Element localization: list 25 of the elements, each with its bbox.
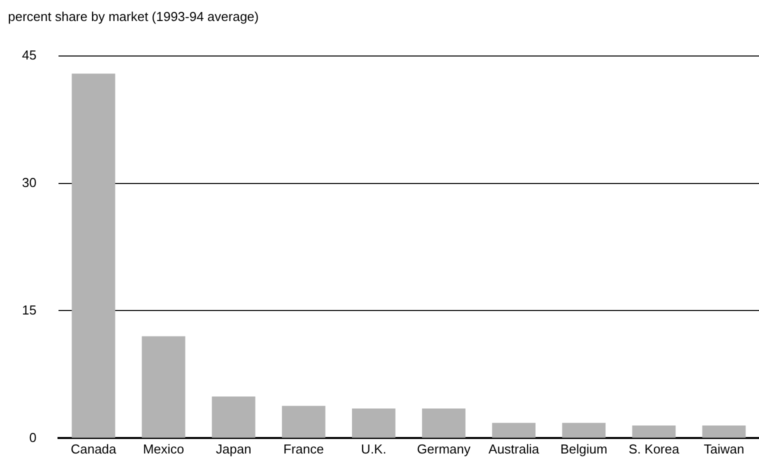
x-tick-label: Belgium — [560, 442, 608, 457]
bar — [352, 408, 396, 438]
bar — [142, 336, 186, 438]
y-tick-label: 30 — [22, 174, 36, 190]
bar — [212, 396, 256, 438]
bar — [72, 74, 116, 438]
y-tick-label: 0 — [29, 430, 36, 445]
x-tick-label: S. Korea — [628, 442, 680, 457]
x-tick-label: U.K. — [361, 442, 386, 457]
bar — [282, 406, 326, 438]
x-tick-label: Australia — [488, 442, 540, 457]
bar — [492, 422, 536, 438]
x-tick-label: Japan — [216, 442, 252, 457]
x-tick-label: Germany — [417, 442, 471, 457]
x-tick-label: Mexico — [142, 442, 184, 457]
bar — [422, 408, 466, 438]
bar — [562, 422, 606, 438]
x-tick-label: France — [283, 442, 324, 457]
x-tick-label: Taiwan — [704, 442, 744, 457]
y-tick-label: 15 — [22, 302, 36, 318]
bar — [702, 425, 746, 438]
y-tick-label: 45 — [22, 47, 36, 62]
chart-title: percent share by market (1993-94 average) — [8, 9, 259, 24]
x-tick-label: Canada — [70, 442, 118, 457]
bar — [632, 425, 676, 438]
